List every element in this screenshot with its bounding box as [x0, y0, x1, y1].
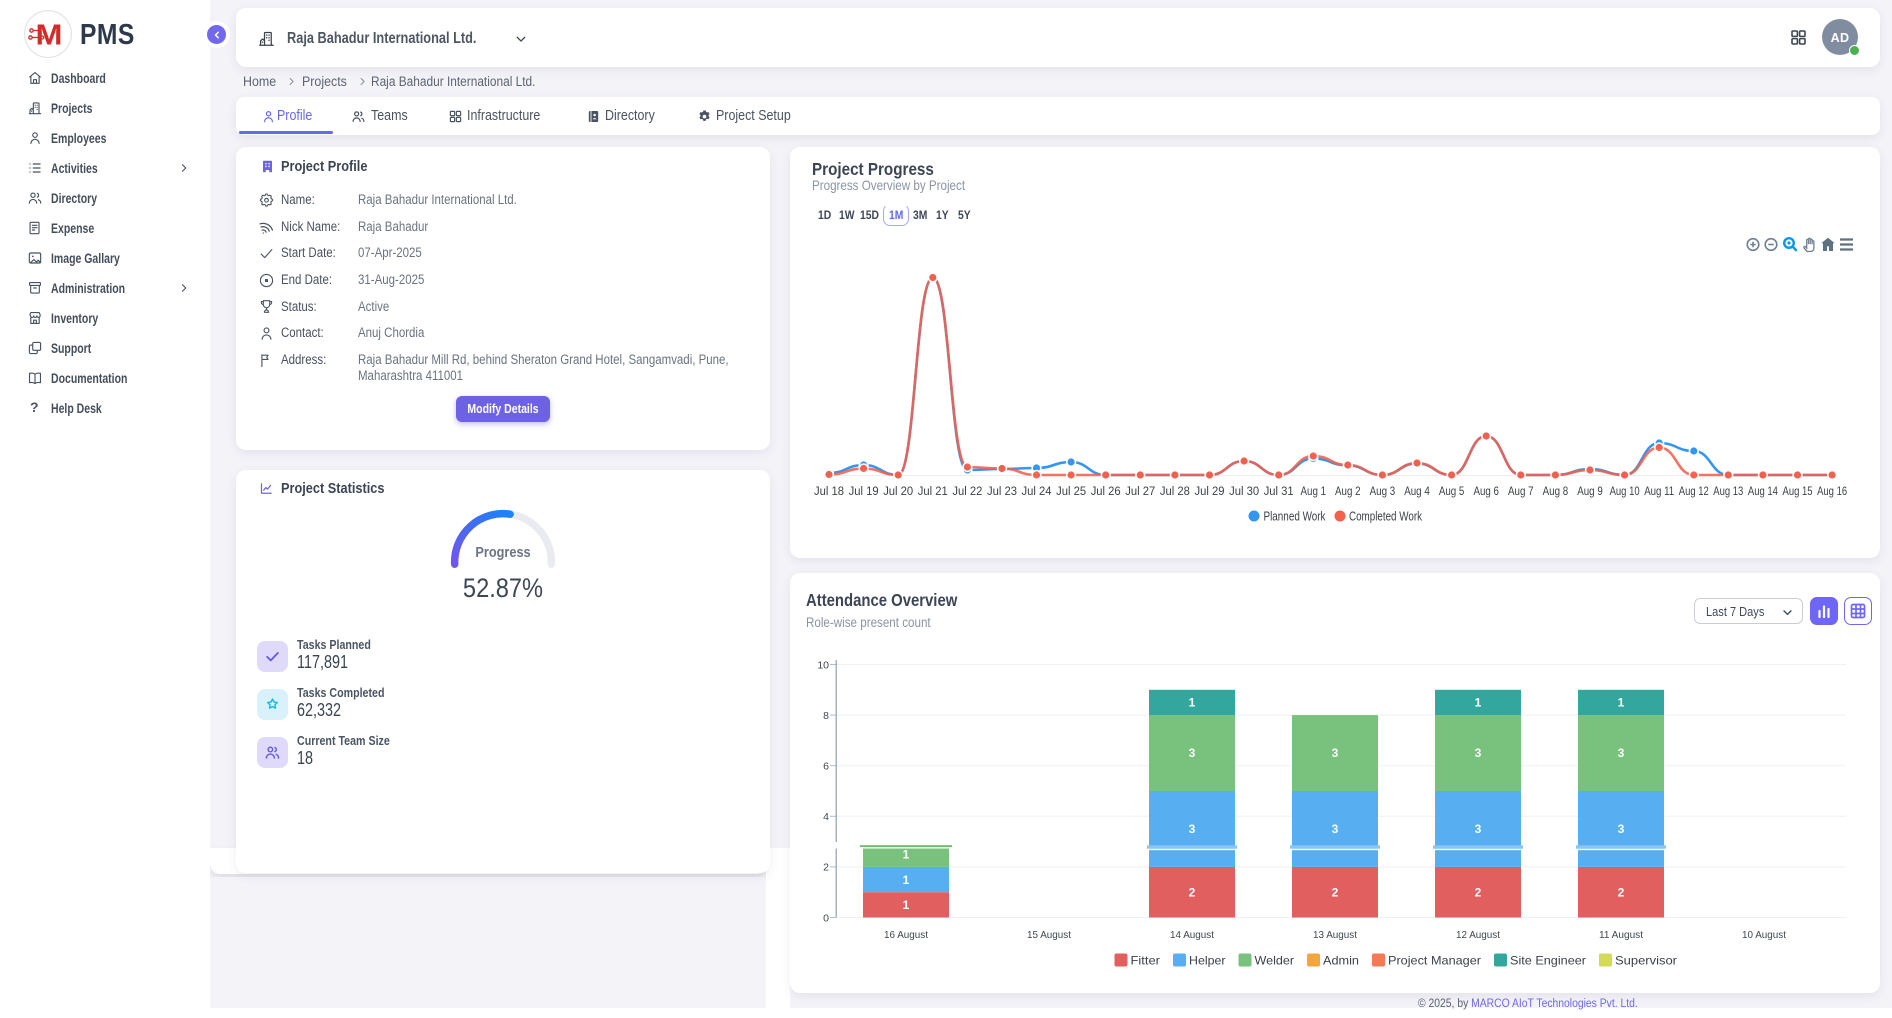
svg-text:Aug 9: Aug 9 [1577, 486, 1603, 498]
svg-text:Jul 20: Jul 20 [883, 486, 913, 498]
svg-text:Aug 2: Aug 2 [1335, 486, 1361, 498]
svg-text:Aug 8: Aug 8 [1543, 486, 1569, 498]
svg-text:2: 2 [1332, 885, 1339, 899]
svg-text:3: 3 [1189, 822, 1196, 836]
svg-text:Jul 31: Jul 31 [1264, 486, 1294, 498]
svg-text:10 August: 10 August [1742, 929, 1786, 941]
svg-text:1: 1 [903, 873, 910, 887]
svg-text:Jul 18: Jul 18 [814, 486, 844, 498]
svg-text:Completed Work: Completed Work [1349, 510, 1423, 524]
svg-text:Project Manager: Project Manager [1388, 954, 1481, 968]
svg-text:Aug 13: Aug 13 [1713, 486, 1743, 498]
svg-text:3: 3 [1332, 746, 1339, 760]
svg-text:14 August: 14 August [1170, 929, 1214, 941]
svg-text:Jul 19: Jul 19 [849, 486, 879, 498]
svg-text:3: 3 [1618, 746, 1625, 760]
svg-text:Aug 1: Aug 1 [1301, 486, 1327, 498]
svg-text:10: 10 [817, 659, 829, 671]
svg-text:Planned Work: Planned Work [1264, 510, 1327, 524]
svg-text:Aug 16: Aug 16 [1817, 486, 1847, 498]
svg-text:13 August: 13 August [1313, 929, 1357, 941]
svg-text:8: 8 [823, 710, 829, 722]
svg-text:Welder: Welder [1255, 954, 1295, 968]
svg-text:2: 2 [1189, 885, 1196, 899]
svg-text:Jul 30: Jul 30 [1229, 486, 1259, 498]
svg-text:1: 1 [903, 848, 910, 862]
svg-text:3: 3 [1475, 822, 1482, 836]
svg-text:Jul 23: Jul 23 [987, 486, 1017, 498]
svg-text:Admin: Admin [1323, 954, 1359, 968]
svg-text:Jul 24: Jul 24 [1022, 486, 1053, 498]
svg-text:Jul 26: Jul 26 [1091, 486, 1121, 498]
svg-text:Aug 12: Aug 12 [1679, 486, 1709, 498]
svg-text:Jul 21: Jul 21 [918, 486, 948, 498]
svg-text:Aug 4: Aug 4 [1404, 486, 1430, 498]
svg-text:11 August: 11 August [1599, 929, 1643, 941]
svg-text:1: 1 [903, 898, 910, 912]
svg-text:16 August: 16 August [884, 929, 928, 941]
svg-text:3: 3 [1189, 746, 1196, 760]
svg-text:Jul 25: Jul 25 [1056, 486, 1086, 498]
svg-text:1: 1 [1189, 696, 1196, 710]
svg-text:Aug 15: Aug 15 [1783, 486, 1813, 498]
svg-text:Aug 11: Aug 11 [1644, 486, 1674, 498]
svg-text:4: 4 [823, 811, 829, 823]
svg-text:Helper: Helper [1189, 954, 1226, 968]
svg-text:Aug 7: Aug 7 [1508, 486, 1534, 498]
svg-text:2: 2 [1475, 885, 1482, 899]
svg-text:1: 1 [1618, 696, 1625, 710]
svg-text:Aug 14: Aug 14 [1748, 486, 1778, 498]
svg-text:0: 0 [823, 912, 829, 924]
svg-text:Aug 3: Aug 3 [1370, 486, 1396, 498]
svg-text:12 August: 12 August [1456, 929, 1500, 941]
svg-text:1: 1 [1475, 696, 1482, 710]
svg-text:Jul 27: Jul 27 [1125, 486, 1155, 498]
svg-text:Aug 5: Aug 5 [1439, 486, 1465, 498]
svg-text:Jul 22: Jul 22 [952, 486, 982, 498]
svg-text:Fitter: Fitter [1131, 954, 1161, 968]
svg-text:2: 2 [823, 862, 829, 874]
svg-text:Site Engineer: Site Engineer [1510, 954, 1586, 968]
svg-text:2: 2 [1618, 885, 1625, 899]
svg-text:Aug 6: Aug 6 [1473, 486, 1499, 498]
svg-text:Jul 29: Jul 29 [1195, 486, 1225, 498]
svg-text:15 August: 15 August [1027, 929, 1071, 941]
svg-text:3: 3 [1475, 746, 1482, 760]
svg-text:Jul 28: Jul 28 [1160, 486, 1190, 498]
svg-text:Aug 10: Aug 10 [1610, 486, 1640, 498]
svg-text:Supervisor: Supervisor [1615, 954, 1677, 968]
svg-text:6: 6 [823, 761, 829, 773]
svg-text:3: 3 [1332, 822, 1339, 836]
svg-text:3: 3 [1618, 822, 1625, 836]
svg-text:M: M [36, 20, 63, 52]
